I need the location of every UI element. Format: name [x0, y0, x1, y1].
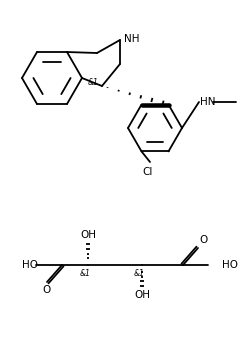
Text: &1: &1 [80, 269, 90, 278]
Text: O: O [199, 235, 207, 245]
Text: &1: &1 [88, 77, 99, 86]
Text: HO: HO [222, 260, 238, 270]
Text: NH: NH [124, 34, 140, 44]
Text: HO: HO [22, 260, 38, 270]
Text: O: O [42, 285, 50, 295]
Text: &1: &1 [134, 269, 144, 278]
Text: OH: OH [80, 230, 96, 240]
Text: OH: OH [134, 290, 150, 300]
Text: Cl: Cl [143, 167, 153, 177]
Text: HN: HN [200, 97, 215, 107]
